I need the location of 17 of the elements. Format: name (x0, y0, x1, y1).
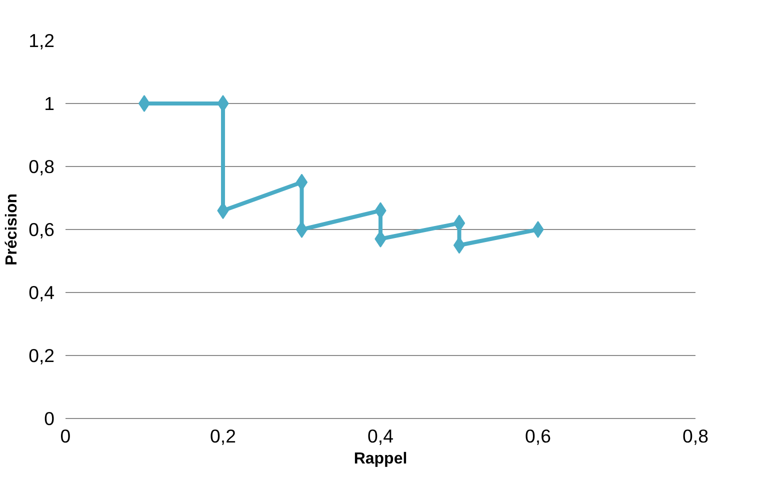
y-tick-label: 1 (44, 93, 55, 114)
x-tick-label: 0 (60, 426, 71, 446)
y-axis-title: Précision (4, 193, 21, 266)
y-tick-label: 0 (44, 408, 55, 429)
point (532, 221, 544, 238)
x-axis-title: Rappel (354, 450, 408, 468)
x-tick-label: 0,2 (210, 426, 236, 446)
x-tick-label: 0,4 (368, 426, 394, 446)
point (138, 95, 150, 112)
point (296, 221, 308, 238)
y-tick-label: 0,8 (28, 156, 55, 177)
y-tick-label: 0,2 (28, 345, 55, 366)
x-tick-label: 0,8 (682, 426, 708, 446)
y-tick-label: 1,2 (28, 30, 55, 51)
x-tick-label: 0,6 (525, 426, 551, 446)
y-tick-label: 0,6 (28, 219, 55, 240)
y-tick-label: 0,4 (28, 282, 55, 303)
